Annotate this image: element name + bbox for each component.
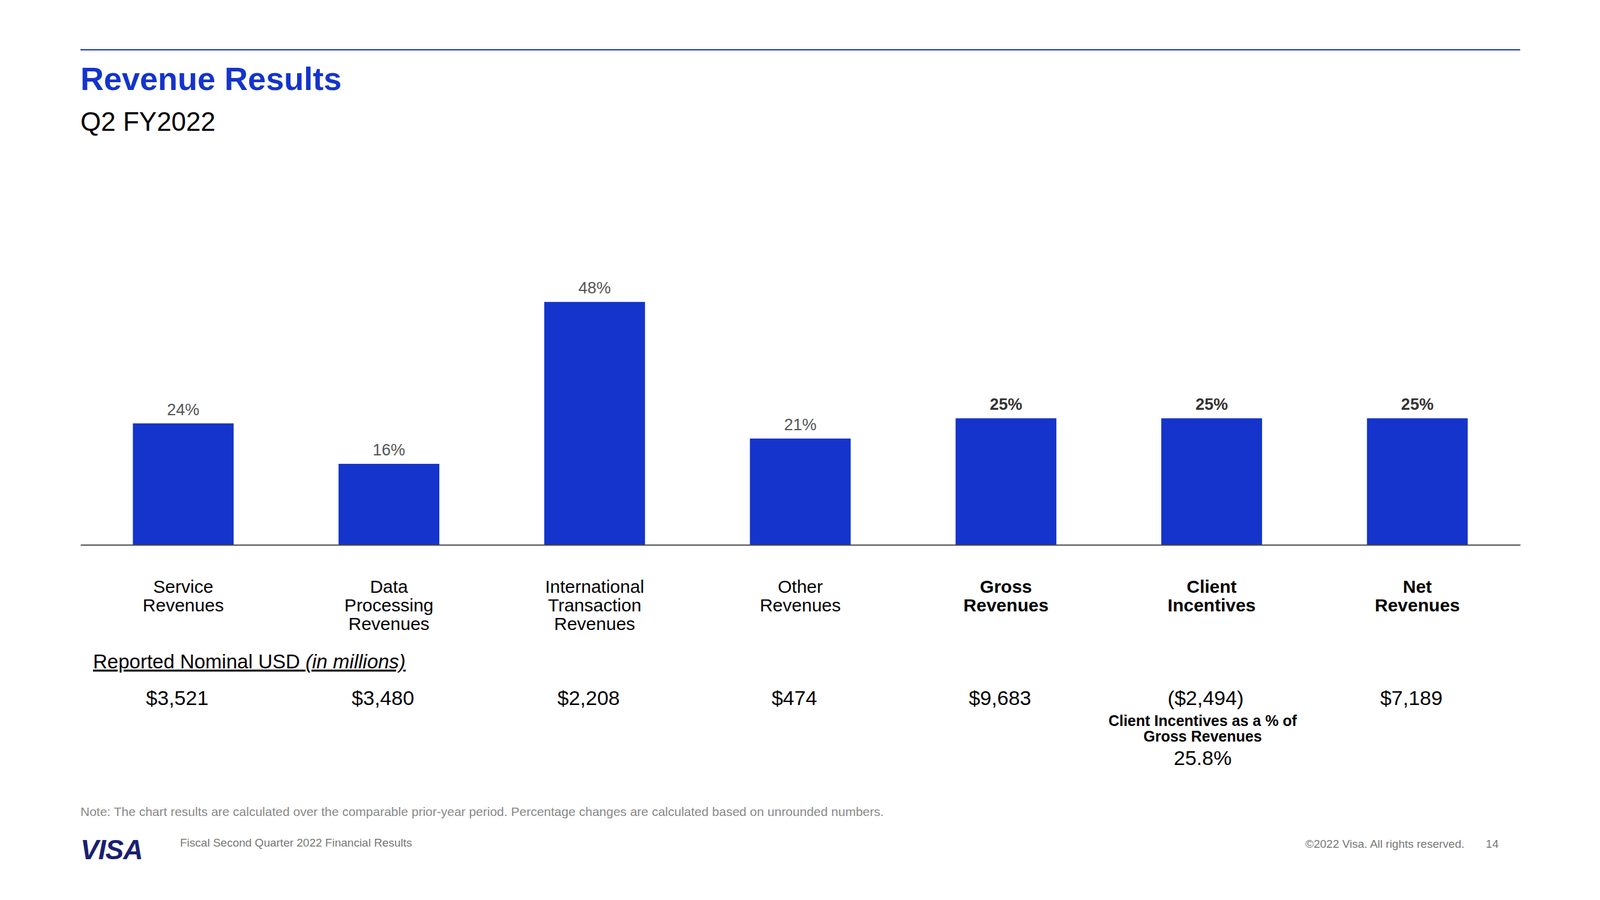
bar — [955, 418, 1057, 545]
bar — [132, 423, 234, 545]
tick-label: ClientIncentives — [1167, 576, 1257, 616]
tick: InternationalTransactionRevenues — [544, 576, 644, 634]
header-rule — [80, 49, 1521, 51]
tick-label: OtherRevenues — [759, 576, 841, 616]
amount: $9,683 — [968, 686, 1032, 710]
footer: Fiscal Second Quarter 2022 Financial Res… — [180, 836, 413, 850]
amounts-title: Reported Nominal USD (in millions) — [93, 650, 406, 673]
amount: $474 — [771, 686, 818, 710]
amount: $3,521 — [145, 686, 209, 710]
note: Note: The chart results are calculated o… — [80, 804, 885, 819]
data-label: 48% — [578, 279, 611, 298]
bars — [132, 301, 1468, 545]
data-label: 25% — [1401, 395, 1434, 414]
tick: GrossRevenues — [963, 576, 1049, 616]
bar — [544, 301, 646, 545]
bar — [1161, 418, 1263, 545]
amount: $2,208 — [557, 686, 620, 710]
tick: ClientIncentives — [1167, 576, 1257, 616]
tick-label: NetRevenues — [1374, 576, 1461, 616]
tick: ServiceRevenues — [142, 576, 224, 616]
x-axis: ServiceRevenues DataProcessingRevenues Int… — [81, 545, 1521, 635]
data-label: 24% — [166, 400, 200, 419]
amounts: $3,521 $3,480 $2,208 $474 $9,683 ($2,494) $7,1… — [145, 686, 1443, 710]
data-label: 21% — [783, 415, 817, 434]
incentive-value: 25.8% — [1173, 746, 1232, 770]
tick: DataProcessingRevenues — [344, 576, 434, 634]
logo: VISA — [80, 834, 143, 866]
tick-label: DataProcessingRevenues — [344, 576, 434, 634]
copyright: ©2022 Visa. All rights reserved. — [1305, 837, 1465, 851]
data-label: 16% — [372, 441, 406, 460]
title: Revenue Results — [80, 60, 342, 97]
tick-label: GrossRevenues — [963, 576, 1049, 616]
x-axis-line — [81, 544, 1521, 547]
amount: $3,480 — [351, 686, 415, 710]
tick: OtherRevenues — [759, 576, 841, 616]
data-label: 25% — [1195, 395, 1228, 414]
tick-label: ServiceRevenues — [142, 576, 224, 616]
subtitle: Q2 FY2022 — [80, 106, 216, 137]
slide: Revenue ResultsQ2 FY202224%16%48%21%25%2… — [0, 0, 1600, 900]
amount: ($2,494) — [1167, 686, 1245, 710]
data-labels: 24% 16% 48% 21% 25% 25% 25% — [166, 279, 1434, 460]
data-label: 25% — [989, 395, 1023, 414]
tick: NetRevenues — [1374, 576, 1461, 616]
bar — [1367, 418, 1468, 545]
bar — [338, 463, 440, 545]
amount: $7,189 — [1380, 686, 1443, 710]
incentive-note: Client Incentives as a % ofGross Revenue… — [1108, 712, 1298, 745]
tick-label: InternationalTransactionRevenues — [544, 576, 644, 634]
bar — [750, 438, 852, 545]
page-number: 14 — [1485, 837, 1500, 851]
